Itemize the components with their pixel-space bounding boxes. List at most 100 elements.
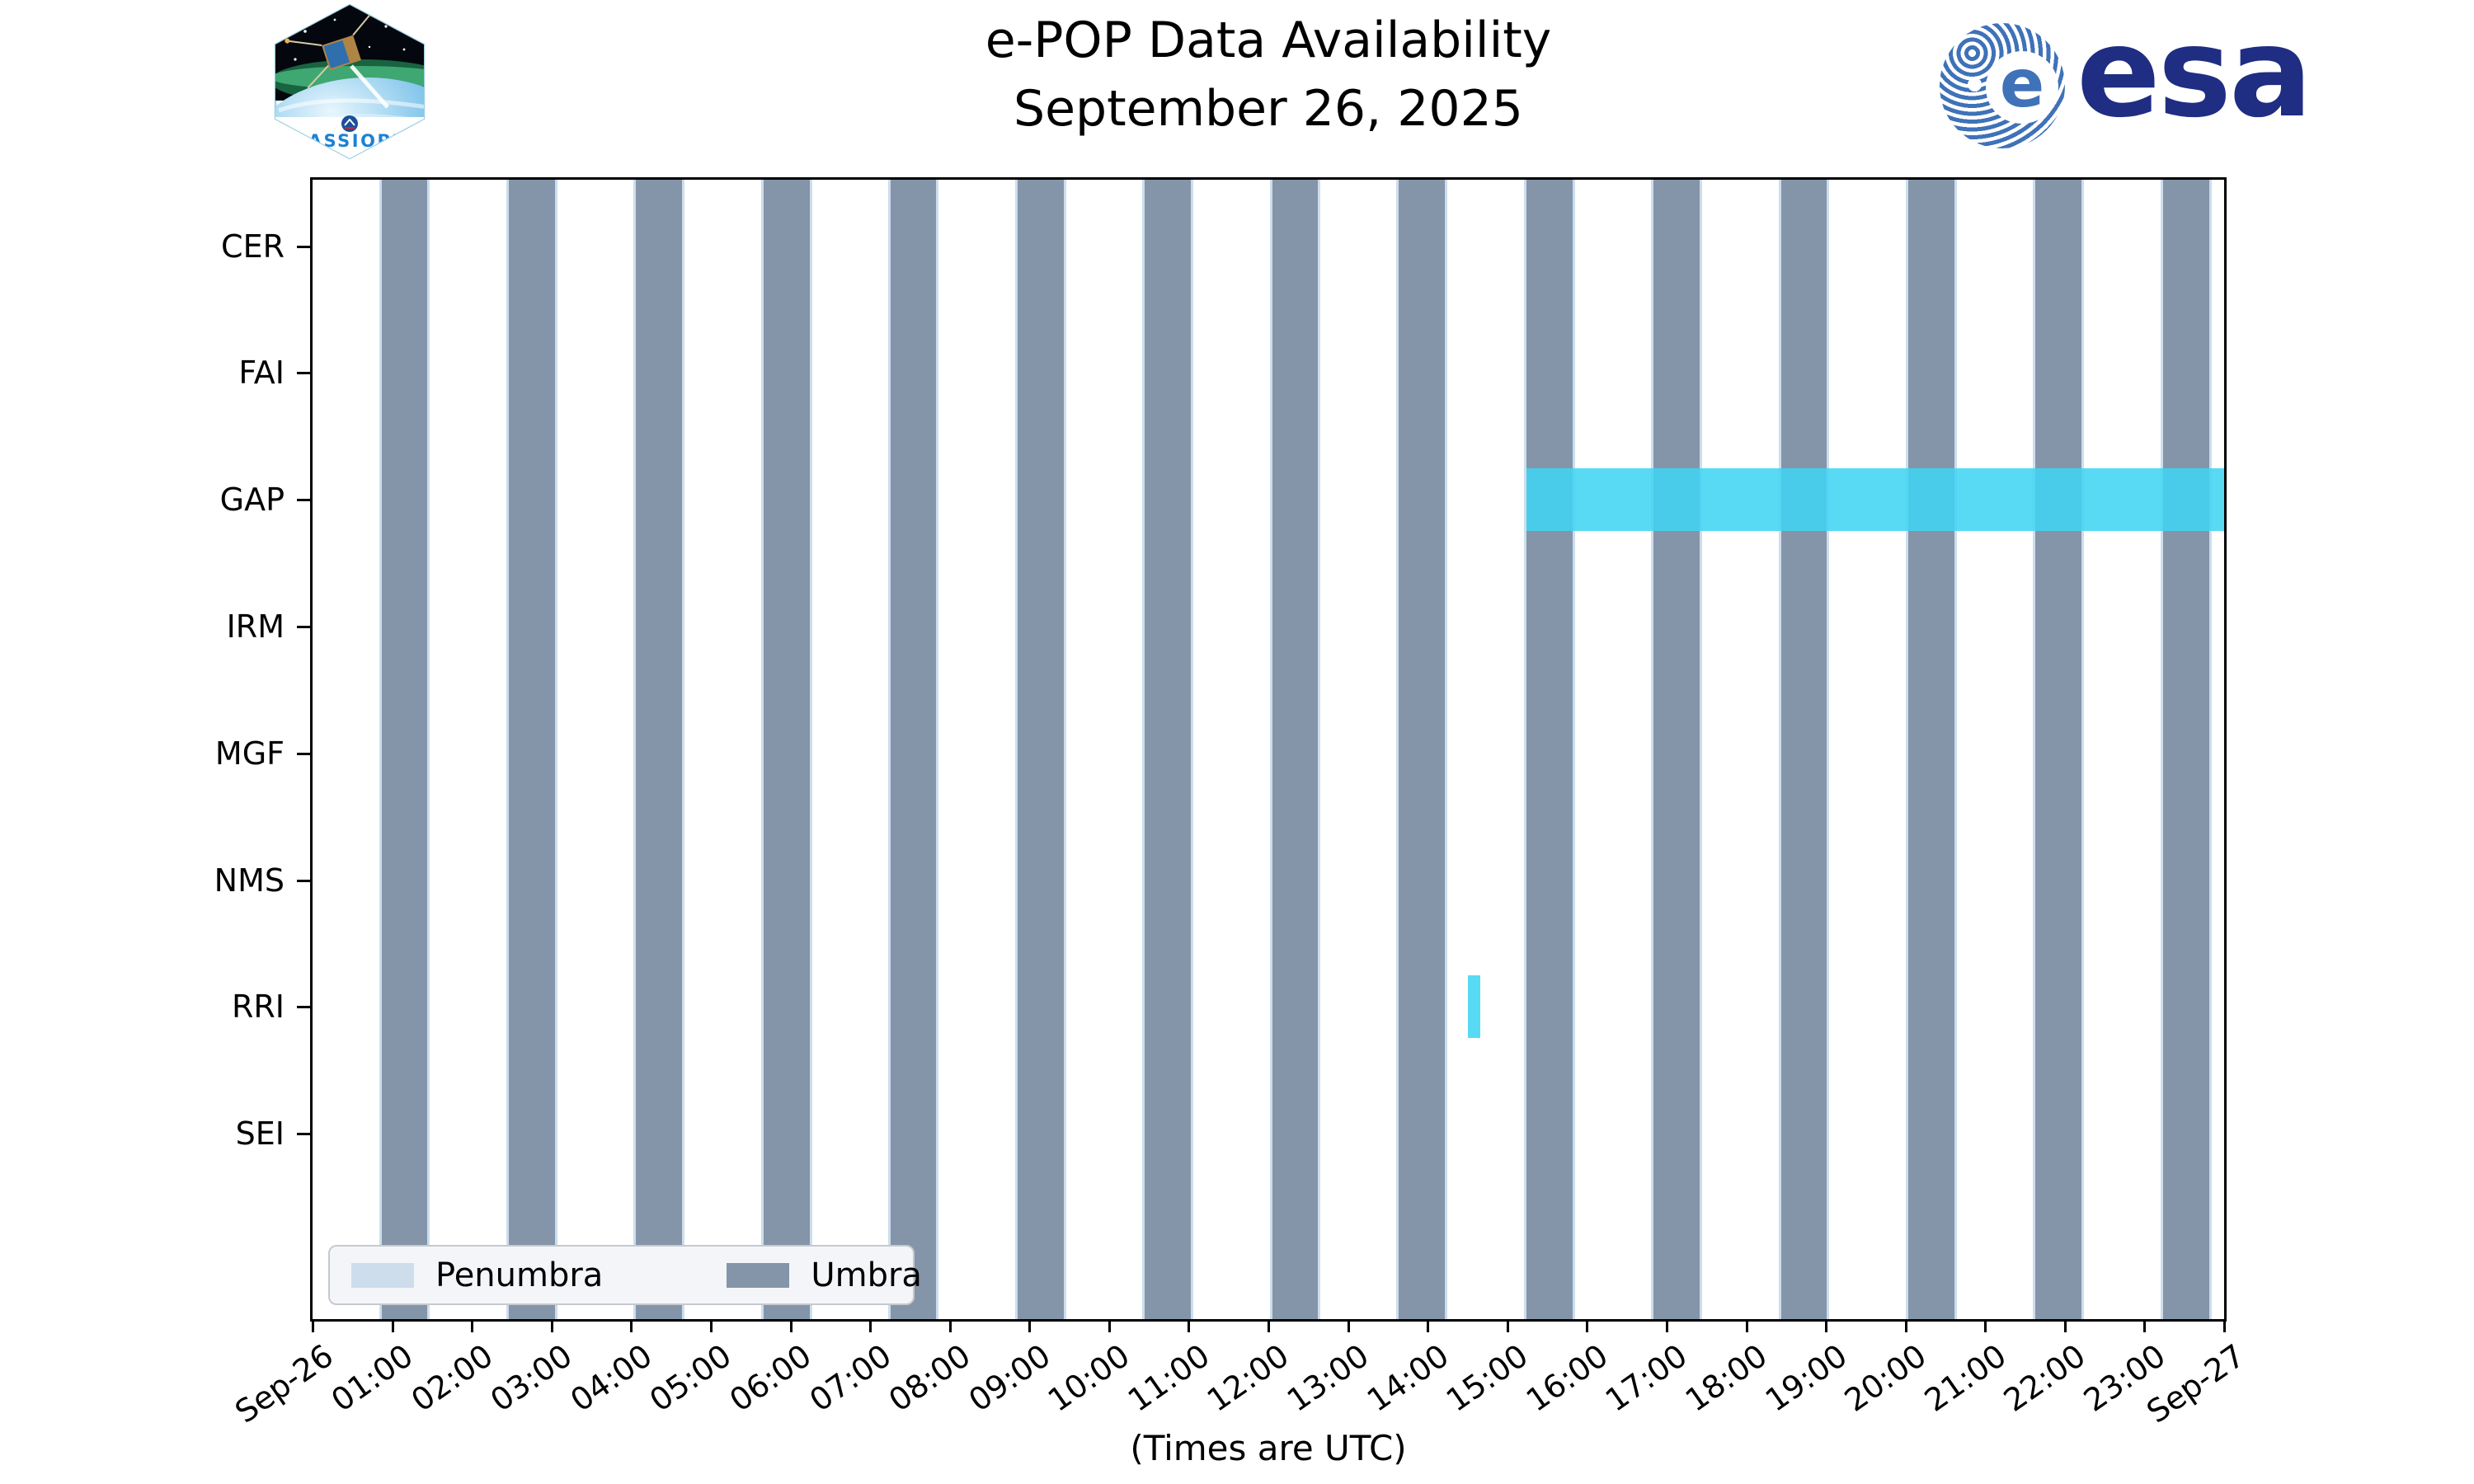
x-axis-tick — [1028, 1319, 1032, 1332]
plot-area: CER FAI GAP IRM MGF NMS RRI SEI Sep-26 01:00 02:00… — [214, 177, 2251, 1430]
x-axis-tick — [471, 1319, 474, 1332]
legend-item-penumbra: Penumbra — [351, 1256, 603, 1294]
penumbra-strip — [1063, 180, 1066, 1319]
penumbra-strip — [1317, 180, 1320, 1319]
penumbra-strip — [682, 180, 685, 1319]
x-axis-tick — [1188, 1319, 1191, 1332]
esa-globe-dot — [1968, 77, 1982, 92]
penumbra-strip — [1778, 180, 1781, 1319]
y-axis-label-cer: CER — [221, 228, 285, 265]
y-axis-tick — [297, 1133, 310, 1136]
x-axis-label-text: 04:00 — [563, 1337, 659, 1419]
y-axis-tick — [297, 752, 310, 755]
penumbra-strip — [506, 180, 509, 1319]
x-axis-tick — [2223, 1319, 2226, 1332]
chart-subtitle: September 26, 2025 — [1014, 79, 1523, 138]
penumbra-strip — [1905, 180, 1908, 1319]
legend-label-penumbra: Penumbra — [435, 1256, 604, 1294]
x-axis-tick — [948, 1319, 952, 1332]
umbra-bar — [2035, 180, 2082, 1319]
x-axis-label-text: 22:00 — [1997, 1337, 2093, 1419]
x-axis-label-text: 21:00 — [1917, 1337, 2013, 1419]
x-axis-tick — [789, 1319, 793, 1332]
penumbra-strip — [809, 180, 812, 1319]
umbra-swatch-icon — [727, 1262, 790, 1288]
x-axis-tick — [1506, 1319, 1509, 1332]
x-axis-label-text: 18:00 — [1678, 1337, 1774, 1419]
penumbra-strip — [379, 180, 383, 1319]
availability-bar-gap — [1526, 468, 2224, 532]
x-axis-tick — [1825, 1319, 1828, 1332]
x-axis-label-text: 09:00 — [962, 1337, 1057, 1419]
esa-globe-e-disc: e — [1986, 51, 2058, 124]
penumbra-strip — [1014, 180, 1018, 1319]
x-axis-label-text: 08:00 — [882, 1337, 977, 1419]
penumbra-strip — [1572, 180, 1575, 1319]
legend: Penumbra Umbra — [328, 1245, 922, 1305]
esa-globe-icon: e — [1940, 23, 2065, 148]
x-axis-label-text: 10:00 — [1042, 1337, 1137, 1419]
esa-logo: e esa — [1940, 2, 2401, 160]
umbra-bar — [1780, 180, 1827, 1319]
penumbra-strip — [1142, 180, 1145, 1319]
x-axis-label-text: 05:00 — [643, 1337, 739, 1419]
x-axis-tick — [1984, 1319, 1987, 1332]
x-axis-tick — [312, 1319, 314, 1332]
x-axis-tick — [1745, 1319, 1748, 1332]
penumbra-strip — [2160, 180, 2163, 1319]
umbra-bar — [763, 180, 810, 1319]
y-axis-label-fai: FAI — [238, 355, 285, 392]
y-axis-tick — [297, 372, 310, 375]
x-axis-tick — [2063, 1319, 2067, 1332]
penumbra-strip — [1651, 180, 1654, 1319]
x-axis-tick — [1347, 1319, 1350, 1332]
x-axis-label-text: 17:00 — [1599, 1337, 1695, 1419]
cassiope-mission-patch-icon: CASSIOPE — [262, 2, 437, 162]
umbra-bar — [1017, 180, 1064, 1319]
x-axis-label-text: 20:00 — [1837, 1337, 1933, 1419]
x-axis-label-text: Sep-26 — [228, 1337, 341, 1430]
umbra-bar — [636, 180, 683, 1319]
x-axis-tick — [1904, 1319, 1907, 1332]
esa-globe-e-glyph: e — [1999, 45, 2045, 122]
y-axis-tick — [297, 245, 310, 248]
y-axis-tick — [297, 499, 310, 502]
penumbra-strip — [888, 180, 891, 1319]
x-axis-tick — [869, 1319, 872, 1332]
y-axis-tick — [297, 1006, 310, 1009]
penumbra-strip — [1396, 180, 1399, 1319]
penumbra-strip — [1700, 180, 1703, 1319]
availability-bar-rri — [1468, 975, 1480, 1039]
penumbra-strip — [633, 180, 637, 1319]
penumbra-strip — [1191, 180, 1194, 1319]
x-axis-tick — [1586, 1319, 1589, 1332]
umbra-bar — [1526, 180, 1573, 1319]
umbra-bar — [1907, 180, 1954, 1319]
umbra-bar — [1272, 180, 1318, 1319]
penumbra-strip — [1827, 180, 1830, 1319]
x-axis-tick — [1108, 1319, 1111, 1332]
esa-wordmark: esa — [2077, 2, 2312, 145]
x-axis-label-text: 13:00 — [1280, 1337, 1376, 1419]
penumbra-strip — [427, 180, 430, 1319]
y-axis-label-nms: NMS — [214, 862, 285, 899]
umbra-bar — [382, 180, 428, 1319]
penumbra-strip — [1269, 180, 1272, 1319]
penumbra-strip — [554, 180, 557, 1319]
x-axis-tick — [391, 1319, 394, 1332]
x-axis-label-text: 06:00 — [722, 1337, 818, 1419]
x-axis-tick — [2143, 1319, 2147, 1332]
x-axis-tick — [709, 1319, 713, 1332]
y-axis-label-irm: IRM — [226, 608, 285, 645]
x-axis-tick — [630, 1319, 633, 1332]
legend-item-umbra: Umbra — [727, 1256, 922, 1294]
x-axis-label-text: 12:00 — [1201, 1337, 1296, 1419]
x-axis-tick — [1665, 1319, 1668, 1332]
penumbra-strip — [1954, 180, 1957, 1319]
chart-title: e-POP Data Availability — [985, 12, 1552, 69]
umbra-bar — [1653, 180, 1700, 1319]
penumbra-strip — [1523, 180, 1526, 1319]
penumbra-strip — [760, 180, 764, 1319]
x-axis-label-text: 14:00 — [1360, 1337, 1456, 1419]
